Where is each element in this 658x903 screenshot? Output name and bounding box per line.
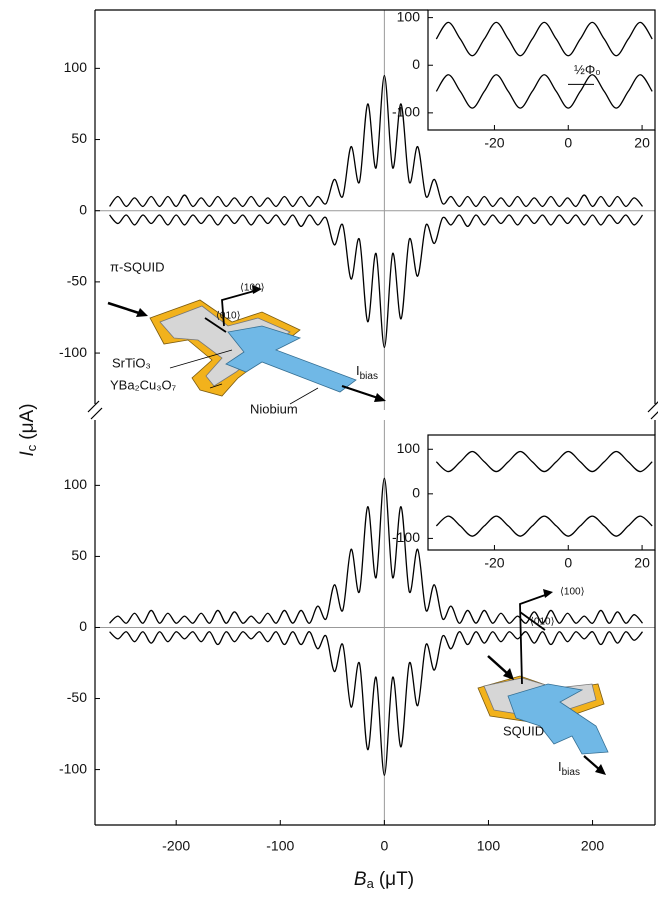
frame [87, 9, 658, 826]
srtio3-layer [159, 305, 291, 387]
arrow-head [374, 393, 386, 402]
axis-symbol: B [354, 869, 367, 890]
y-tick-label: -100 [392, 104, 420, 120]
x-tick-label: -20 [484, 135, 504, 151]
x-tick-label: 0 [564, 135, 572, 151]
direction-arrow [221, 289, 259, 327]
plot: -100 -50 0 50 100 [59, 10, 655, 410]
y-tick-label: 100 [397, 440, 421, 456]
data-line [109, 477, 644, 624]
axis-sub: a [367, 876, 375, 891]
arrow [341, 384, 379, 400]
annotation-sub: bias [360, 371, 378, 382]
direction-arrow [519, 611, 546, 631]
y-tick-label: 50 [71, 130, 87, 146]
annotation: ⟨100⟩ [240, 283, 265, 294]
plot: -100 0 100 -20 0 20 ½Φ₀ [392, 8, 656, 151]
y-tick-label: -50 [67, 689, 87, 705]
data-line [109, 214, 644, 349]
data-line [109, 74, 644, 208]
y-axis-title: Ic (μA) [17, 403, 39, 456]
y-tick-label: 0 [412, 485, 420, 501]
axis-break [90, 407, 103, 420]
x-tick-label: 100 [477, 838, 501, 854]
x-tick-label: 20 [634, 555, 650, 571]
x-tick-label: 20 [634, 135, 650, 151]
direction-arrow [519, 593, 549, 685]
annotation: ⟨010⟩ [216, 311, 241, 322]
leader-line [289, 387, 319, 405]
y-tick-label: -100 [59, 344, 87, 360]
arrow-head [595, 764, 606, 775]
annotation: Ibias [558, 759, 580, 777]
data-line [109, 631, 644, 776]
x-tick-label: 0 [380, 838, 388, 854]
annotation: SQUID [503, 723, 544, 738]
annotation: YBa₂Cu₃O₇ [110, 377, 177, 392]
niobium-layer [507, 683, 609, 755]
annotation-main: I [558, 759, 562, 774]
axis-break [647, 401, 658, 413]
arrow [107, 301, 143, 316]
y-tick-label: 0 [412, 56, 420, 72]
y-tick-label: 100 [64, 476, 88, 492]
y-tick-label: 0 [79, 618, 87, 634]
leader-line [209, 383, 223, 389]
x-tick-label: 200 [581, 838, 605, 854]
annotation: SrTiO₃ [112, 355, 151, 370]
axis-break [650, 411, 658, 420]
y-tick-label: 0 [79, 201, 87, 217]
axis-symbol: I [17, 451, 38, 457]
leader-line [169, 349, 233, 369]
plot: -100 0 100 -20 0 20 [392, 434, 656, 571]
y-tick-label: 100 [397, 8, 421, 24]
axis-break [87, 400, 100, 413]
y-tick-label: -100 [59, 760, 87, 776]
annotation-main: I [356, 363, 360, 378]
axis-unit: (μA) [17, 403, 38, 439]
squid-schematic [477, 589, 609, 775]
annotation: Niobium [250, 401, 298, 416]
y-tick-label: -100 [392, 529, 420, 545]
annotation: π-SQUID [110, 259, 164, 274]
annotation-sub: bias [562, 767, 580, 778]
annotation: ⟨010⟩ [530, 617, 555, 628]
annotation: ⟨100⟩ [560, 587, 585, 598]
inset-frame [427, 9, 656, 131]
data-line [435, 21, 653, 57]
x-tick-label: 0 [564, 555, 572, 571]
annotation: Ibias [356, 363, 378, 381]
y-tick-label: 100 [64, 59, 88, 75]
data-line [435, 515, 653, 537]
arrow [583, 755, 601, 771]
x-tick-label: -100 [266, 838, 294, 854]
x-tick-label: -200 [162, 838, 190, 854]
x-axis-title: Ba (μT) [354, 869, 414, 891]
arrow-head [543, 589, 553, 598]
annotation: ½Φ₀ [574, 62, 601, 77]
axis-unit: (μT) [379, 869, 414, 890]
pi-squid-schematic [107, 285, 386, 405]
arrow [487, 655, 509, 675]
data-line [435, 450, 653, 473]
data-line [435, 74, 653, 109]
arrow-head [136, 308, 148, 317]
insets: -100 0 100 -20 0 20 ½Φ₀ -100 0 100 -20 0 20 [392, 8, 656, 571]
arrow-head [503, 668, 514, 680]
arrow-head [252, 285, 262, 294]
direction-arrow [204, 317, 227, 333]
axis-sub: c [24, 444, 39, 451]
niobium-layer [225, 325, 357, 393]
y-tick-label: -50 [67, 273, 87, 289]
y-tick-label: 50 [71, 547, 87, 563]
x-tick-label: -20 [484, 555, 504, 571]
